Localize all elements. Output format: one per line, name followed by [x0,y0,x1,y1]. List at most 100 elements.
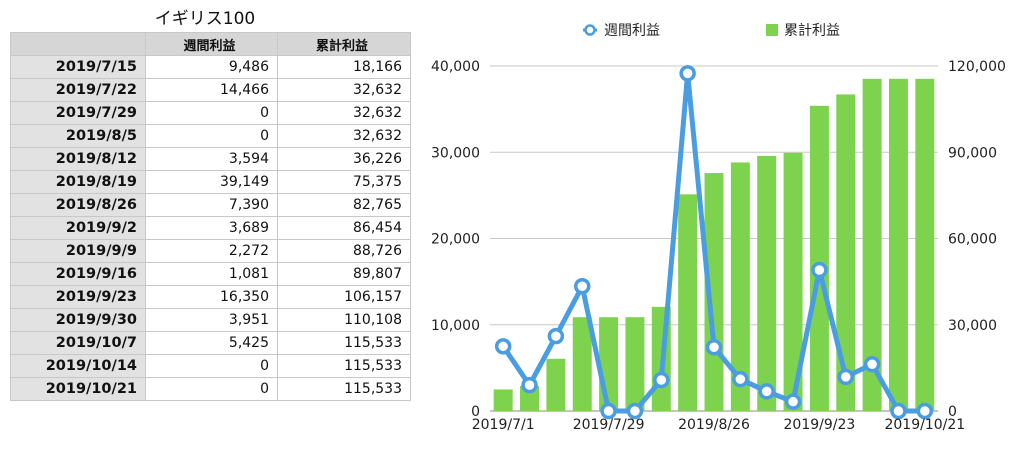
row-date: 2019/8/12 [10,147,146,171]
chart-area: 0 10,000 20,000 30,000 40,000 0 30,000 60,000 90… [420,0,1024,448]
bar-cumulative-profit [836,94,856,411]
point-weekly-profit [863,355,881,373]
row-date: 2019/8/19 [10,170,146,194]
x-tick-label: 2019/7/1 [472,417,535,433]
row-cumulative-profit: 36,226 [277,147,411,171]
header-corner [10,32,146,56]
row-date: 2019/10/14 [10,354,146,378]
row-cumulative-profit: 115,533 [277,354,411,378]
row-weekly-profit: 0 [145,101,278,125]
bar-cumulative-profit [730,162,750,411]
bar-cumulative-profit [599,317,619,411]
row-weekly-profit: 3,594 [145,147,278,171]
table-row: 2019/10/21 0 115,533 [10,377,411,401]
table-row: 2019/7/15 9,486 18,166 [10,55,411,79]
point-weekly-profit [494,338,512,355]
row-weekly-profit: 16,350 [145,285,278,309]
table-row: 2019/8/5 0 32,632 [10,124,411,148]
combo-chart: 0 10,000 20,000 30,000 40,000 0 30,000 60,000 90… [431,23,1006,433]
x-tick-label: 2019/7/29 [573,417,645,433]
row-date: 2019/9/30 [10,308,146,332]
y-right-tick-label: 120,000 [948,59,1006,75]
row-weekly-profit: 0 [145,377,278,401]
y-left-tick-label: 10,000 [431,318,480,334]
table-row: 2019/7/29 0 32,632 [10,101,411,125]
table-row: 2019/9/9 2,272 88,726 [10,239,411,263]
row-cumulative-profit: 32,632 [277,124,411,148]
point-weekly-profit [653,371,670,389]
point-weekly-profit [679,65,696,82]
row-cumulative-profit: 75,375 [277,170,411,194]
row-weekly-profit: 5,425 [145,331,278,355]
row-weekly-profit: 0 [145,354,278,378]
row-weekly-profit: 3,951 [145,308,278,332]
y-right-tick-label: 30,000 [948,318,997,334]
table-row: 2019/8/26 7,390 82,765 [10,193,411,217]
header-cumulative-profit: 累計利益 [277,32,411,56]
row-date: 2019/8/5 [10,124,146,148]
x-tick-label: 2019/8/26 [678,417,750,433]
bar-cumulative-profit [757,155,777,411]
table-row: 2019/9/30 3,951 110,108 [10,308,411,332]
row-date: 2019/9/23 [10,285,146,309]
row-weekly-profit: 9,486 [145,55,278,79]
row-weekly-profit: 39,149 [145,170,278,194]
point-weekly-profit [916,402,934,420]
table-row: 2019/10/7 5,425 115,533 [10,331,411,355]
table-row: 2019/7/22 14,466 32,632 [10,78,411,102]
header-weekly-profit: 週間利益 [145,32,278,56]
row-date: 2019/7/29 [10,101,146,125]
legend-label-cumulative: 累計利益 [784,23,840,39]
row-date: 2019/9/16 [10,262,146,286]
table-row: 2019/8/12 3,594 36,226 [10,147,411,171]
row-cumulative-profit: 32,632 [277,78,411,102]
row-weekly-profit: 0 [145,124,278,148]
point-weekly-profit [784,393,802,410]
bar-cumulative-profit [783,152,803,411]
point-weekly-profit [626,402,644,420]
bar-cumulative-profit [520,385,540,411]
table-header-row: 週間利益 累計利益 [10,32,411,56]
row-cumulative-profit: 110,108 [277,308,411,332]
x-tick-label: 2019/10/21 [884,417,965,433]
y-left-tick-label: 20,000 [431,232,480,248]
row-date: 2019/9/2 [10,216,146,240]
point-weekly-profit [890,402,907,420]
row-cumulative-profit: 106,157 [277,285,411,309]
row-cumulative-profit: 89,807 [277,262,411,286]
point-weekly-profit [573,277,591,295]
point-weekly-profit [758,383,775,400]
row-cumulative-profit: 88,726 [277,239,411,263]
row-date: 2019/10/21 [10,377,146,401]
y-left-tick-label: 40,000 [431,59,480,75]
bar-cumulative-profit [862,78,882,412]
legend-label-weekly: 週間利益 [604,23,660,39]
row-cumulative-profit: 86,454 [277,216,411,240]
y-right-tick-label: 90,000 [948,145,997,161]
table-row: 2019/9/2 3,689 86,454 [10,216,411,240]
row-date: 2019/7/15 [10,55,146,79]
row-cumulative-profit: 115,533 [277,377,411,401]
point-weekly-profit [600,402,617,420]
bar-cumulative-profit [888,78,908,412]
row-weekly-profit: 14,466 [145,78,278,102]
row-cumulative-profit: 115,533 [277,331,411,355]
bar-cumulative-profit [625,317,645,411]
bar-cumulative-profit [572,317,592,411]
bar-cumulative-profit [678,194,698,411]
table-row: 2019/8/19 39,149 75,375 [10,170,411,194]
point-weekly-profit [732,370,749,388]
x-tick-label: 2019/9/23 [784,417,856,433]
legend-marker-icon [584,24,596,36]
row-cumulative-profit: 18,166 [277,55,411,79]
y-right-tick-label: 60,000 [948,232,997,248]
table-title: イギリス100 [154,9,256,29]
row-cumulative-profit: 32,632 [277,101,411,125]
point-weekly-profit [547,327,565,345]
row-date: 2019/7/22 [10,78,146,102]
bar-cumulative-profit [493,389,513,411]
table-row: 2019/9/16 1,081 89,807 [10,262,411,286]
row-date: 2019/8/26 [10,193,146,217]
table-row: 2019/10/14 0 115,533 [10,354,411,378]
point-weekly-profit [521,376,538,394]
